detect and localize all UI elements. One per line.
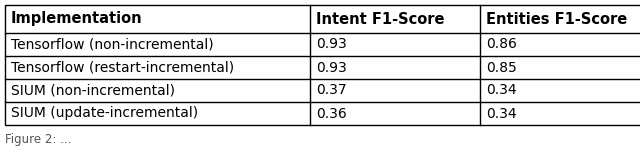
- Text: 0.86: 0.86: [486, 38, 517, 52]
- Text: Implementation: Implementation: [11, 11, 143, 27]
- Text: 0.34: 0.34: [486, 107, 516, 121]
- Text: 0.36: 0.36: [316, 107, 347, 121]
- Text: SIUM (non-incremental): SIUM (non-incremental): [11, 83, 175, 97]
- Text: 0.37: 0.37: [316, 83, 347, 97]
- Text: Tensorflow (non-incremental): Tensorflow (non-incremental): [11, 38, 214, 52]
- Text: Entities F1-Score: Entities F1-Score: [486, 11, 627, 27]
- Text: 0.93: 0.93: [316, 38, 347, 52]
- Text: SIUM (update-incremental): SIUM (update-incremental): [11, 107, 198, 121]
- Text: Intent F1-Score: Intent F1-Score: [316, 11, 445, 27]
- Bar: [5, 5, 640, 125]
- Text: 0.34: 0.34: [486, 83, 516, 97]
- Text: 0.85: 0.85: [486, 61, 516, 75]
- Text: 0.93: 0.93: [316, 61, 347, 75]
- Text: Tensorflow (restart-incremental): Tensorflow (restart-incremental): [11, 61, 234, 75]
- Text: Figure 2: ...: Figure 2: ...: [5, 133, 72, 146]
